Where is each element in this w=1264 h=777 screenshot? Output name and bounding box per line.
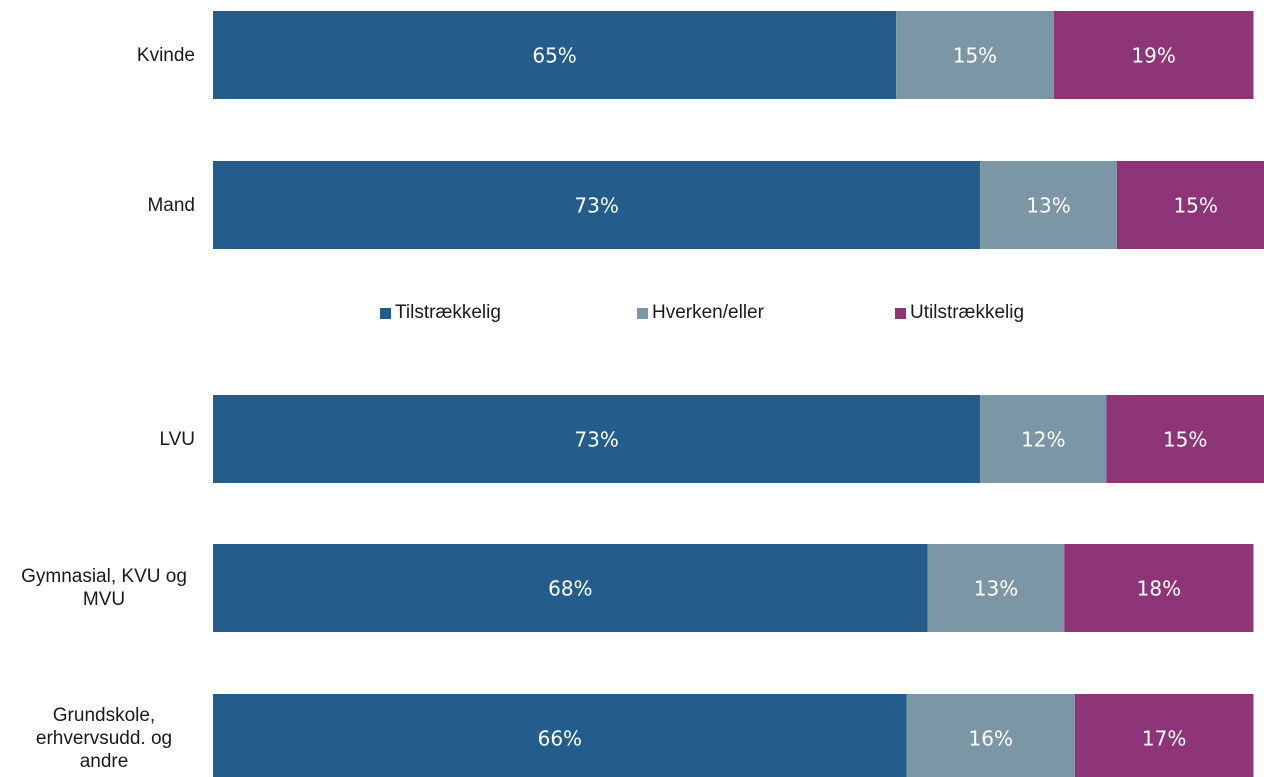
bar-segment xyxy=(906,694,1075,777)
category-label: Grundskole, erhvervsudd. og andre xyxy=(35,704,173,772)
legend-item: Utilstrækkelig xyxy=(895,302,1024,324)
bar-segment xyxy=(1106,395,1264,483)
data-label: 66% xyxy=(538,727,582,751)
data-label: 65% xyxy=(532,44,576,68)
data-label: 15% xyxy=(953,44,997,68)
bar-segment xyxy=(1116,161,1264,249)
bar-segment xyxy=(927,544,1065,632)
legend: Tilstrækkelig Hverken/eller Utilstrækkelig xyxy=(0,302,1264,330)
data-label: 13% xyxy=(1026,194,1070,218)
category-label-box: Grundskole, erhvervsudd. og andre xyxy=(13,693,195,777)
legend-label: Tilstrækkelig xyxy=(395,302,501,323)
category-label-box: Mand xyxy=(147,160,195,250)
data-label: 73% xyxy=(574,194,618,218)
bar-segment xyxy=(1074,694,1254,777)
bar-segment xyxy=(1064,544,1254,632)
bar-segment xyxy=(213,694,907,777)
legend-label: Utilstrækkelig xyxy=(910,302,1025,323)
legend-swatch xyxy=(380,307,391,319)
legend-label: Hverken/eller xyxy=(652,302,764,323)
category-label: Gymnasial, KVU og MVU xyxy=(21,566,187,610)
bar-segment xyxy=(213,395,981,483)
category-label-box: Gymnasial, KVU og MVU xyxy=(13,543,195,633)
category-label-box: Kvinde xyxy=(137,10,195,100)
bar-segment xyxy=(980,395,1107,483)
data-label: 17% xyxy=(1142,727,1186,751)
data-label: 68% xyxy=(548,577,592,601)
bar-segment xyxy=(980,161,1117,249)
data-label: 12% xyxy=(1021,428,1065,452)
bar-segment xyxy=(213,161,981,249)
category-label: Mand xyxy=(147,194,195,216)
legend-item: Hverken/eller xyxy=(637,302,764,324)
legend-item: Tilstrækkelig xyxy=(380,302,501,324)
data-label: 15% xyxy=(1173,194,1217,218)
legend-swatch xyxy=(637,307,648,319)
bar-segment xyxy=(213,11,897,99)
data-label: 19% xyxy=(1131,44,1175,68)
category-label: Kvinde xyxy=(136,44,195,66)
data-label: 15% xyxy=(1163,428,1207,452)
category-label: LVU xyxy=(159,428,195,450)
legend-swatch xyxy=(895,307,906,319)
bar-segment xyxy=(213,544,928,632)
data-label: 16% xyxy=(969,727,1013,751)
data-label: 73% xyxy=(574,428,618,452)
category-label-box: LVU xyxy=(159,394,195,484)
data-label: 13% xyxy=(974,577,1018,601)
data-label: 18% xyxy=(1137,577,1181,601)
bar-segment xyxy=(1053,11,1254,99)
bar-segment xyxy=(896,11,1054,99)
